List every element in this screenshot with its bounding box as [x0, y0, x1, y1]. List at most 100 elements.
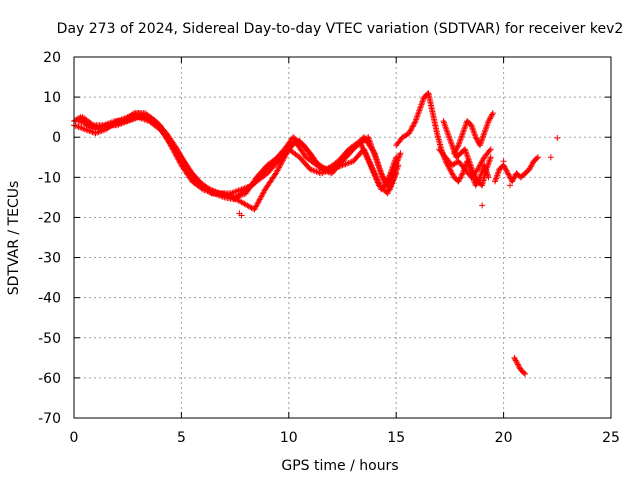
data-point	[446, 164, 453, 171]
y-tick-label: -40	[38, 291, 61, 307]
data-point	[472, 182, 479, 189]
data-point	[451, 148, 458, 155]
data-point	[503, 167, 510, 174]
data-point	[486, 115, 493, 122]
data-point	[509, 177, 516, 184]
data-point	[513, 358, 520, 365]
data-point	[452, 147, 459, 154]
x-tick-label: 20	[495, 430, 513, 446]
x-axis-label: GPS time / hours	[281, 458, 398, 474]
data-point	[510, 175, 517, 182]
data-point	[477, 160, 484, 167]
data-point	[446, 166, 453, 173]
y-tick-label: -20	[38, 210, 61, 226]
data-point	[529, 160, 536, 167]
data-point	[394, 163, 401, 170]
data-point	[502, 164, 509, 171]
data-point	[369, 166, 376, 173]
data-point	[485, 118, 492, 125]
y-tick-label: -60	[38, 371, 61, 387]
data-point	[409, 123, 416, 130]
data-point	[511, 354, 518, 361]
data-point	[445, 163, 452, 170]
data-point	[534, 154, 541, 161]
data-point	[408, 126, 415, 133]
data-point	[514, 360, 521, 367]
data-point	[486, 116, 493, 123]
data-point	[487, 154, 494, 161]
data-point	[391, 171, 398, 178]
x-tick-label: 25	[602, 430, 620, 446]
data-point	[454, 144, 461, 151]
data-point	[474, 136, 481, 143]
data-point	[395, 156, 402, 163]
data-point	[505, 171, 512, 178]
data-point	[207, 189, 214, 196]
y-tick-label: 0	[52, 130, 61, 146]
data-point	[449, 170, 456, 177]
data-point	[514, 361, 521, 368]
data-point	[238, 212, 245, 219]
data-point	[472, 134, 479, 141]
data-point	[394, 165, 401, 172]
data-point	[489, 111, 496, 118]
data-point	[488, 112, 495, 119]
data-point	[515, 362, 522, 369]
data-point	[522, 370, 529, 377]
data-point	[527, 163, 534, 170]
data-point	[476, 162, 483, 169]
axis-ticks	[73, 56, 612, 419]
data-point	[394, 157, 401, 164]
data-point	[396, 151, 403, 158]
data-point	[367, 162, 374, 169]
data-point	[448, 168, 455, 175]
x-tick-label: 5	[177, 430, 186, 446]
data-point	[371, 172, 378, 179]
data-point	[408, 124, 415, 131]
y-tick-labels: -70 -60 -50 -40 -30 -20 -10 0 10 20	[38, 50, 61, 427]
data-point	[504, 170, 511, 177]
data-point	[387, 182, 394, 189]
data-point	[370, 169, 377, 176]
data-point	[521, 369, 528, 376]
data-point	[369, 168, 376, 175]
data-point	[526, 166, 533, 173]
data-point	[528, 162, 535, 169]
y-tick-label: -70	[38, 411, 61, 427]
data-point	[447, 167, 454, 174]
data-points	[71, 90, 561, 377]
data-point	[411, 119, 418, 126]
x-tick-label: 10	[280, 430, 298, 446]
data-point	[392, 169, 399, 176]
data-point	[396, 153, 403, 160]
data-point	[459, 171, 466, 178]
data-point	[487, 114, 494, 121]
data-point	[372, 173, 379, 180]
data-point	[393, 166, 400, 173]
data-point	[456, 175, 463, 182]
data-point	[511, 174, 518, 181]
data-point	[88, 121, 95, 128]
data-point	[384, 190, 391, 197]
data-point	[486, 147, 493, 154]
data-point	[454, 143, 461, 150]
data-point	[478, 159, 485, 166]
data-point	[527, 164, 534, 171]
data-point	[410, 122, 417, 129]
data-point	[374, 178, 381, 185]
data-point	[373, 176, 380, 183]
y-tick-label: -50	[38, 331, 61, 347]
data-point	[386, 184, 393, 191]
data-point	[385, 188, 392, 195]
grid-lines	[74, 57, 611, 418]
data-point	[458, 172, 465, 179]
chart-title: Day 273 of 2024, Sidereal Day-to-day VTE…	[57, 21, 624, 37]
data-point	[489, 110, 496, 117]
data-point	[406, 128, 413, 135]
data-point	[479, 202, 486, 209]
data-point	[368, 163, 375, 170]
data-point	[388, 181, 394, 188]
y-tick-label: -10	[38, 170, 61, 186]
plot-frame	[73, 56, 612, 419]
